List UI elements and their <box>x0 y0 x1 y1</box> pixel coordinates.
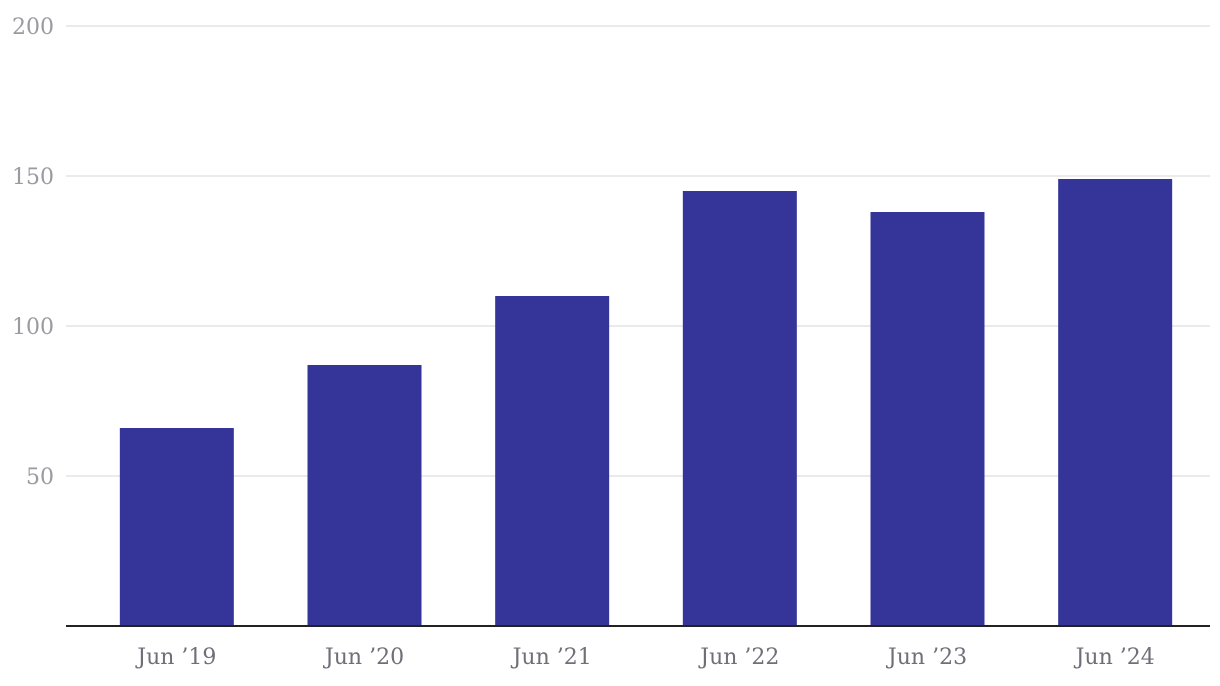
bar <box>119 428 234 626</box>
x-tick-label: Jun ’23 <box>886 645 967 670</box>
y-tick-label: 100 <box>12 315 54 340</box>
x-tick-label: Jun ’22 <box>698 645 779 670</box>
bar <box>307 365 422 626</box>
y-tick-label: 200 <box>12 15 54 40</box>
x-tick-label: Jun ’21 <box>511 645 592 670</box>
x-axis-ticks: Jun ’19 Jun ’20 Jun ’21 Jun ’22 Jun ’23 Jun ’… <box>135 645 1154 670</box>
bar <box>495 296 610 626</box>
x-tick-label: Jun ’20 <box>323 645 404 670</box>
bars <box>119 179 1173 626</box>
y-axis-ticks: 50 100 150 200 <box>12 15 54 490</box>
bar <box>870 212 985 626</box>
y-tick-label: 150 <box>12 165 54 190</box>
bar <box>682 191 797 626</box>
x-tick-label: Jun ’24 <box>1074 645 1155 670</box>
y-tick-label: 50 <box>26 465 54 490</box>
bar <box>1058 179 1173 626</box>
x-tick-label: Jun ’19 <box>135 645 216 670</box>
grid-layer <box>66 25 1210 477</box>
